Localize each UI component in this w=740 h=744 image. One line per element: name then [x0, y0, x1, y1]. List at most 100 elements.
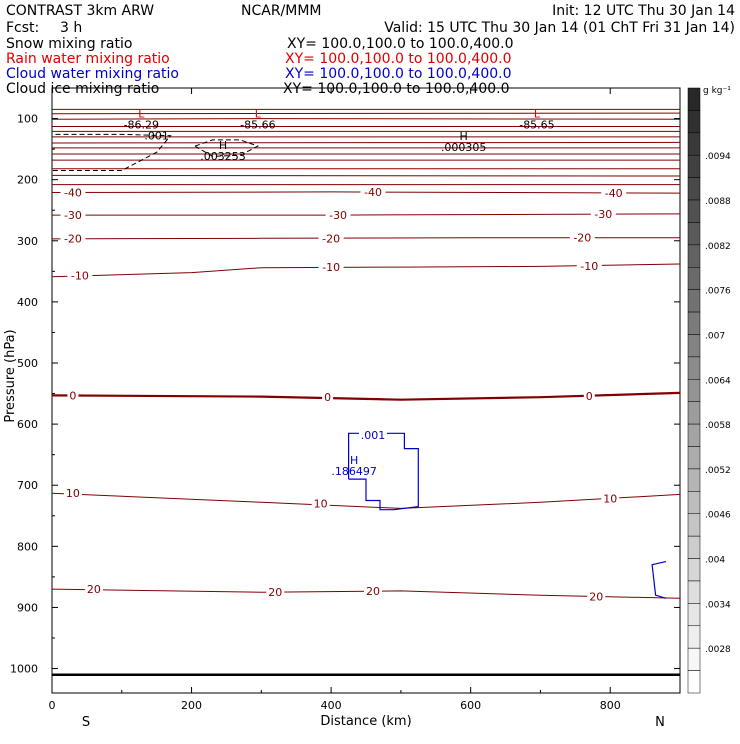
- isotherm-label-bg: [360, 185, 386, 198]
- colorbar-box: [687, 289, 701, 313]
- isotherm-label-bg: [601, 492, 620, 505]
- y-tick-label: 500: [17, 357, 38, 370]
- isotherm-label-bg: [601, 187, 627, 200]
- isotherm-m88: [52, 112, 680, 115]
- isotherm-label-bg: [590, 207, 616, 220]
- colorbar-box: [687, 468, 701, 492]
- isotherm-m60: [52, 174, 680, 177]
- legend-rain-xy: XY= 100.0,100.0 to 100.0,400.0: [285, 51, 512, 67]
- colorbar-label: .007: [705, 331, 725, 341]
- isotherm-label-bg: [363, 584, 382, 597]
- y-tick-label: 600: [17, 418, 38, 431]
- isotherm-label-bg: [60, 209, 86, 222]
- colorbar-box: [687, 199, 701, 223]
- isotherm-label-bg: [325, 209, 351, 222]
- isotherm-label: -20: [322, 232, 340, 245]
- isotherm-label: -40: [364, 186, 382, 199]
- colorbar-box: [687, 603, 701, 627]
- colorbar-box: [687, 446, 701, 470]
- y-tick-label: 1000: [10, 663, 38, 676]
- legend-cloud-ice-name: Cloud ice mixing ratio: [6, 81, 159, 97]
- y-tick-label: 300: [17, 235, 38, 248]
- colorbar-label: .0034: [705, 600, 731, 610]
- valid-time: Valid: 15 UTC Thu 30 Jan 14 (01 ChT Fri …: [384, 20, 735, 36]
- colorbar-label: .0082: [705, 242, 731, 252]
- x-tick-label: 0: [49, 699, 56, 712]
- colorbar-label: .0094: [705, 152, 731, 162]
- extremum-value: -85.65: [519, 118, 554, 131]
- isotherm-label-bg: [60, 186, 86, 199]
- colorbar-box: [687, 132, 701, 156]
- isotherm-label-bg: [318, 232, 344, 245]
- isotherm-label: 10: [314, 498, 328, 511]
- north-end-label: N: [655, 715, 665, 730]
- colorbar-label: .0076: [705, 287, 731, 297]
- extremum-value: .000305: [441, 141, 487, 154]
- cloud-water-label-bg: [358, 429, 387, 442]
- isotherm-m30: [52, 213, 680, 216]
- colorbar-box: [687, 267, 701, 290]
- colorbar-box: [687, 379, 701, 402]
- isotherm-label-bg: [583, 390, 595, 402]
- colorbar-box: [687, 87, 701, 111]
- isotherm-m40: [52, 191, 680, 194]
- colorbar-label: .0064: [705, 376, 731, 386]
- org-label: NCAR/MMM: [241, 3, 322, 19]
- isotherm-label-bg: [67, 389, 79, 402]
- cloud-water-label: .001: [361, 429, 386, 442]
- legend-snow-name: Snow mixing ratio: [6, 36, 132, 52]
- x-tick-label: 800: [600, 699, 621, 712]
- isotherm-label-bg: [322, 391, 334, 404]
- isotherm-label-bg: [311, 497, 330, 510]
- isotherm-label: 20: [87, 583, 101, 596]
- extremum-value: .003253: [200, 150, 246, 163]
- y-tick-label: 800: [17, 540, 38, 553]
- legend-rain-name: Rain water mixing ratio: [6, 51, 170, 67]
- colorbar-box: [687, 154, 701, 178]
- colorbar-box: [687, 334, 701, 358]
- colorbar-box: [687, 356, 701, 380]
- colorbar-label: .004: [705, 556, 725, 566]
- isotherm-label: -20: [64, 232, 82, 245]
- extremum-marker: H: [219, 139, 227, 152]
- isotherm-label: 0: [324, 391, 331, 404]
- y-tick-label: 200: [17, 174, 38, 187]
- isotherm-20: [52, 588, 680, 599]
- extremum-marker: H: [460, 130, 468, 143]
- isotherm-label-bg: [63, 487, 82, 500]
- legend: Snow mixing ratio XY= 100.0,100.0 to 100…: [6, 36, 514, 97]
- isotherm-label: 10: [603, 493, 617, 506]
- y-tick-label: 100: [17, 113, 38, 126]
- isotherm-label: -30: [594, 208, 612, 221]
- isotherm-label: 10: [66, 487, 80, 500]
- isotherm-label-bg: [266, 586, 285, 599]
- extremum-value: -86.29: [124, 118, 159, 131]
- colorbar-box: [687, 491, 701, 514]
- isotherm-label: -10: [580, 260, 598, 273]
- fcst-label: Fcst:: [6, 20, 39, 36]
- isotherm-label: -30: [64, 209, 82, 222]
- x-tick-label: 400: [321, 699, 342, 712]
- cloud-ice-label: .001: [144, 130, 169, 143]
- y-tick-label: 700: [17, 479, 38, 492]
- chart-title: CONTRAST 3km ARW: [6, 3, 154, 19]
- plot-layer: -40 -40 -40-30 -30 -30-20 -20 -20-10-10 -100 0 01…: [52, 107, 680, 676]
- colorbar-label: .0046: [705, 511, 731, 521]
- isotherm-label: 20: [589, 590, 603, 603]
- colorbar-label: .0028: [705, 645, 731, 655]
- colorbar-box: [687, 177, 701, 201]
- isotherm-label: -20: [573, 232, 591, 245]
- extremum-marker: L: [534, 107, 541, 120]
- x-axis-title: Distance (km): [320, 714, 411, 729]
- colorbar-box: [687, 423, 701, 447]
- y-tick-label: 900: [17, 601, 38, 614]
- y-tick-label: 400: [17, 296, 38, 309]
- isotherm-label-bg: [587, 590, 606, 603]
- x-tick-label: 200: [181, 699, 202, 712]
- colorbar-box: [687, 110, 701, 134]
- fcst-value: 3 h: [60, 20, 82, 36]
- cloud-water-contour: [651, 561, 667, 599]
